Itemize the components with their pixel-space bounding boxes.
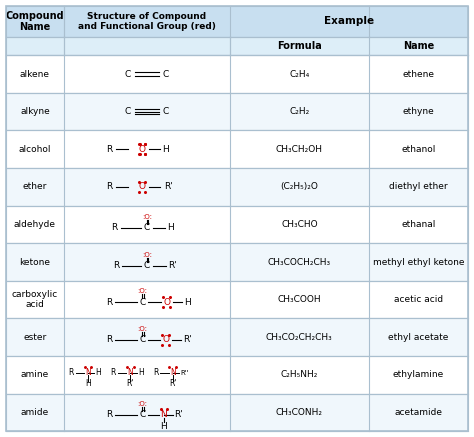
Text: O: O <box>139 145 146 154</box>
Text: alkene: alkene <box>20 69 50 79</box>
Text: R: R <box>113 261 119 270</box>
Text: Example: Example <box>324 16 374 26</box>
Text: C: C <box>163 69 169 79</box>
Text: alcohol: alcohol <box>18 145 51 154</box>
Text: N: N <box>170 368 175 377</box>
Text: ketone: ketone <box>19 257 50 267</box>
Text: diethyl ether: diethyl ether <box>389 182 447 191</box>
Bar <box>6 281 468 319</box>
Text: R: R <box>106 145 112 154</box>
Text: R: R <box>106 410 112 419</box>
Text: acetamide: acetamide <box>394 408 442 417</box>
Text: C: C <box>125 107 131 116</box>
Text: C₂H₅NH₂: C₂H₅NH₂ <box>281 371 318 379</box>
Text: amine: amine <box>21 371 49 379</box>
Text: acetic acid: acetic acid <box>394 295 443 304</box>
Bar <box>6 6 468 37</box>
Text: R': R' <box>168 261 177 270</box>
Text: R': R' <box>164 182 173 191</box>
Text: Structure of Compound
and Functional Group (red): Structure of Compound and Functional Gro… <box>78 12 216 31</box>
Text: ether: ether <box>23 182 47 191</box>
Text: :O:: :O: <box>137 288 147 295</box>
Text: O: O <box>163 298 170 307</box>
Text: N: N <box>128 368 133 377</box>
Text: N: N <box>85 368 91 377</box>
Text: R: R <box>68 368 73 377</box>
Bar <box>6 356 468 394</box>
Text: CH₃CONH₂: CH₃CONH₂ <box>276 408 323 417</box>
Text: carboxylic
acid: carboxylic acid <box>12 290 58 309</box>
Text: CH₃COCH₂CH₃: CH₃COCH₂CH₃ <box>268 257 331 267</box>
Text: C: C <box>125 69 131 79</box>
Bar <box>6 37 468 55</box>
Text: amide: amide <box>21 408 49 417</box>
Text: R: R <box>110 368 116 377</box>
Bar <box>6 55 468 93</box>
Text: :O:: :O: <box>142 252 152 258</box>
Text: Compound
Name: Compound Name <box>6 10 64 32</box>
Text: ester: ester <box>23 333 46 342</box>
Text: Formula: Formula <box>277 41 322 51</box>
Text: R: R <box>111 223 117 232</box>
Text: CH₃CHO: CH₃CHO <box>281 220 318 229</box>
Text: aldehyde: aldehyde <box>14 220 56 229</box>
Text: C₂H₂: C₂H₂ <box>289 107 310 116</box>
Text: R: R <box>106 335 112 344</box>
Bar <box>6 243 468 281</box>
Text: :O:: :O: <box>137 401 147 407</box>
Text: H: H <box>85 379 91 388</box>
Text: CH₃CO₂CH₂CH₃: CH₃CO₂CH₂CH₃ <box>266 333 333 342</box>
Text: H: H <box>161 422 167 431</box>
Bar <box>6 319 468 356</box>
Text: R': R' <box>127 379 134 388</box>
Bar <box>6 168 468 206</box>
Text: ethyl acetate: ethyl acetate <box>388 333 448 342</box>
Text: R'': R'' <box>181 370 189 376</box>
Text: (C₂H₅)₂O: (C₂H₅)₂O <box>281 182 318 191</box>
Text: C: C <box>144 223 150 232</box>
Text: R: R <box>106 298 112 307</box>
Text: H: H <box>138 368 144 377</box>
Text: C₂H₄: C₂H₄ <box>289 69 310 79</box>
Text: CH₃COOH: CH₃COOH <box>278 295 321 304</box>
Text: C: C <box>163 107 169 116</box>
Text: methyl ethyl ketone: methyl ethyl ketone <box>373 257 464 267</box>
Text: R': R' <box>174 410 183 419</box>
Text: ethyne: ethyne <box>402 107 434 116</box>
Text: :O:: :O: <box>137 326 147 332</box>
Text: alkyne: alkyne <box>20 107 50 116</box>
Text: N: N <box>161 410 167 419</box>
Text: R: R <box>153 368 158 377</box>
Text: C: C <box>139 298 146 307</box>
Text: C: C <box>139 335 146 344</box>
Text: H: H <box>184 298 191 307</box>
Text: R': R' <box>169 379 176 388</box>
Bar <box>6 206 468 243</box>
Text: C: C <box>144 261 150 270</box>
Bar <box>6 130 468 168</box>
Text: H: H <box>167 223 174 232</box>
Text: C: C <box>139 410 146 419</box>
Text: O: O <box>139 182 146 191</box>
Text: ethanol: ethanol <box>401 145 436 154</box>
Text: :O:: :O: <box>142 214 152 220</box>
Text: R: R <box>106 182 112 191</box>
Text: CH₃CH₂OH: CH₃CH₂OH <box>276 145 323 154</box>
Text: ethanal: ethanal <box>401 220 436 229</box>
Text: H: H <box>163 145 169 154</box>
Text: H: H <box>95 368 101 377</box>
Bar <box>6 394 468 431</box>
Text: ethylamine: ethylamine <box>392 371 444 379</box>
Text: Name: Name <box>402 41 434 51</box>
Bar <box>6 93 468 130</box>
Text: R': R' <box>183 335 192 344</box>
Text: O: O <box>162 335 169 344</box>
Text: ethene: ethene <box>402 69 434 79</box>
